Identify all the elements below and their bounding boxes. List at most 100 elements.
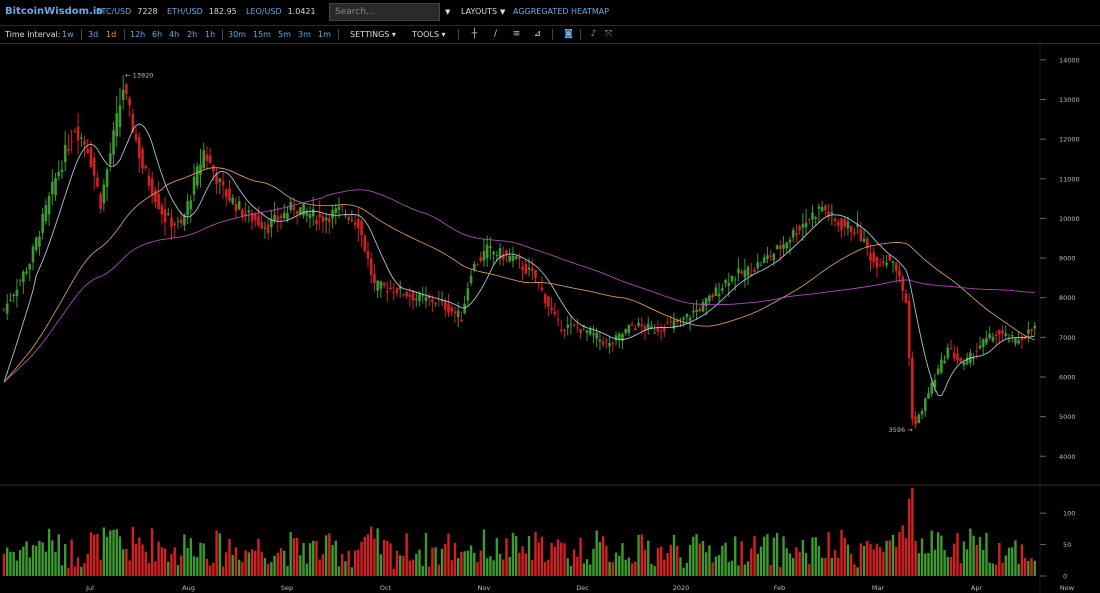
candle-body <box>550 308 553 310</box>
candle-body <box>186 201 189 215</box>
camera-icon[interactable]: ◙ <box>563 29 574 40</box>
candle-body <box>486 245 489 259</box>
volume-bar <box>180 555 182 576</box>
brand-logo[interactable]: BitcoinWisdom.io <box>5 6 103 17</box>
candle-body <box>586 330 589 332</box>
volume-bar <box>689 545 691 576</box>
interval-15m[interactable]: 15m <box>253 30 271 39</box>
volume-bar <box>959 563 961 576</box>
candle-body <box>1033 326 1036 329</box>
candle-body <box>979 346 982 349</box>
volume-bar <box>225 552 227 576</box>
volume-bar <box>560 542 562 576</box>
candle-body <box>3 309 6 310</box>
volume-bar <box>299 555 301 576</box>
candle-body <box>1017 340 1020 343</box>
interval-1h[interactable]: 1h <box>205 30 215 39</box>
candle-body <box>698 309 701 312</box>
bell-icon[interactable]: ♪ <box>588 29 599 40</box>
candle-body <box>892 261 895 263</box>
candle-body <box>241 210 244 216</box>
price-chart[interactable]: 4000500060007000800090001000011000120001… <box>0 44 1100 593</box>
chevron-down-icon[interactable]: ▼ <box>445 8 450 16</box>
interval-12h[interactable]: 12h <box>130 30 145 39</box>
candle-body <box>666 323 669 324</box>
volume-bar <box>389 543 391 576</box>
expand-icon[interactable]: ⤧ <box>603 29 614 40</box>
volume-bar <box>45 552 47 576</box>
ticker-symbol: ETH/USD <box>167 7 203 16</box>
aggregated-heatmap-link[interactable]: AGGREGATED HEATMAP <box>513 7 609 16</box>
tools-menu[interactable]: TOOLS ▾ <box>412 30 446 39</box>
volume-bar <box>441 549 443 576</box>
price-tick-label: 7000 <box>1059 334 1076 342</box>
interval-1w[interactable]: 1w <box>62 30 74 39</box>
layouts-menu[interactable]: LAYOUTS <box>461 7 497 16</box>
time-tick-label: Now <box>1060 584 1075 592</box>
volume-bar <box>328 533 330 576</box>
volume-bar <box>699 544 701 576</box>
volume-bar <box>122 549 124 576</box>
volume-bar <box>779 567 781 576</box>
volume-bar <box>541 537 543 576</box>
candle-body <box>128 98 131 105</box>
settings-menu[interactable]: SETTINGS ▾ <box>350 30 396 39</box>
candle-body <box>605 340 608 341</box>
divider <box>338 29 339 40</box>
ticker-leo[interactable]: LEO/USD1.0421 <box>246 7 316 16</box>
volume-bar <box>380 554 382 576</box>
volume-bar <box>850 554 852 576</box>
volume-bar <box>186 548 188 576</box>
volume-bar <box>396 551 398 576</box>
volume-bar <box>106 537 108 576</box>
candle-body <box>521 267 524 270</box>
interval-2h[interactable]: 2h <box>187 30 197 39</box>
interval-3m[interactable]: 3m <box>298 30 311 39</box>
volume-bar <box>425 533 427 576</box>
volume-bar <box>54 552 56 576</box>
interval-1m[interactable]: 1m <box>318 30 331 39</box>
line-icon[interactable]: ∕ <box>490 29 501 40</box>
volume-bar <box>815 537 817 576</box>
candle-body <box>560 330 563 331</box>
volume-bar <box>167 562 169 576</box>
candle-body <box>457 311 460 318</box>
candle-body <box>1001 331 1004 334</box>
ticker-btc[interactable]: BTC/USD7228 <box>96 7 158 16</box>
volume-bar <box>879 547 881 576</box>
candle-body <box>734 280 737 281</box>
volume-bar <box>219 533 221 576</box>
candle-body <box>615 335 618 340</box>
candle-body <box>840 219 843 229</box>
candle-body <box>48 196 51 215</box>
divider <box>222 29 223 40</box>
candle-body <box>953 353 956 359</box>
volume-bar <box>232 555 234 576</box>
fib-icon[interactable]: ⊿ <box>532 29 543 40</box>
chevron-down-icon[interactable]: ▼ <box>500 8 505 16</box>
interval-30m[interactable]: 30m <box>228 30 246 39</box>
volume-bar <box>267 564 269 576</box>
volume-bar <box>238 560 240 576</box>
volume-bar <box>283 551 285 576</box>
volume-bar <box>773 538 775 576</box>
price-tick-label: 6000 <box>1059 373 1076 381</box>
horizontal-lines-icon[interactable]: ≡ <box>511 29 522 40</box>
interval-6h[interactable]: 6h <box>152 30 162 39</box>
ticker-eth[interactable]: ETH/USD182.95 <box>167 7 237 16</box>
interval-3d[interactable]: 3d <box>88 30 98 39</box>
candle-body <box>541 288 544 290</box>
volume-bar <box>251 549 253 576</box>
candle-body <box>624 329 627 333</box>
interval-5m[interactable]: 5m <box>278 30 291 39</box>
volume-bar <box>409 561 411 576</box>
interval-1d[interactable]: 1d <box>106 30 116 39</box>
volume-bar <box>90 533 92 576</box>
crosshair-icon[interactable]: ┼ <box>469 29 480 40</box>
volume-bar <box>1001 563 1003 576</box>
volume-bar <box>119 536 121 576</box>
volume-bar <box>805 553 807 576</box>
search-input[interactable] <box>329 3 440 21</box>
interval-4h[interactable]: 4h <box>169 30 179 39</box>
candle-body <box>715 288 718 296</box>
